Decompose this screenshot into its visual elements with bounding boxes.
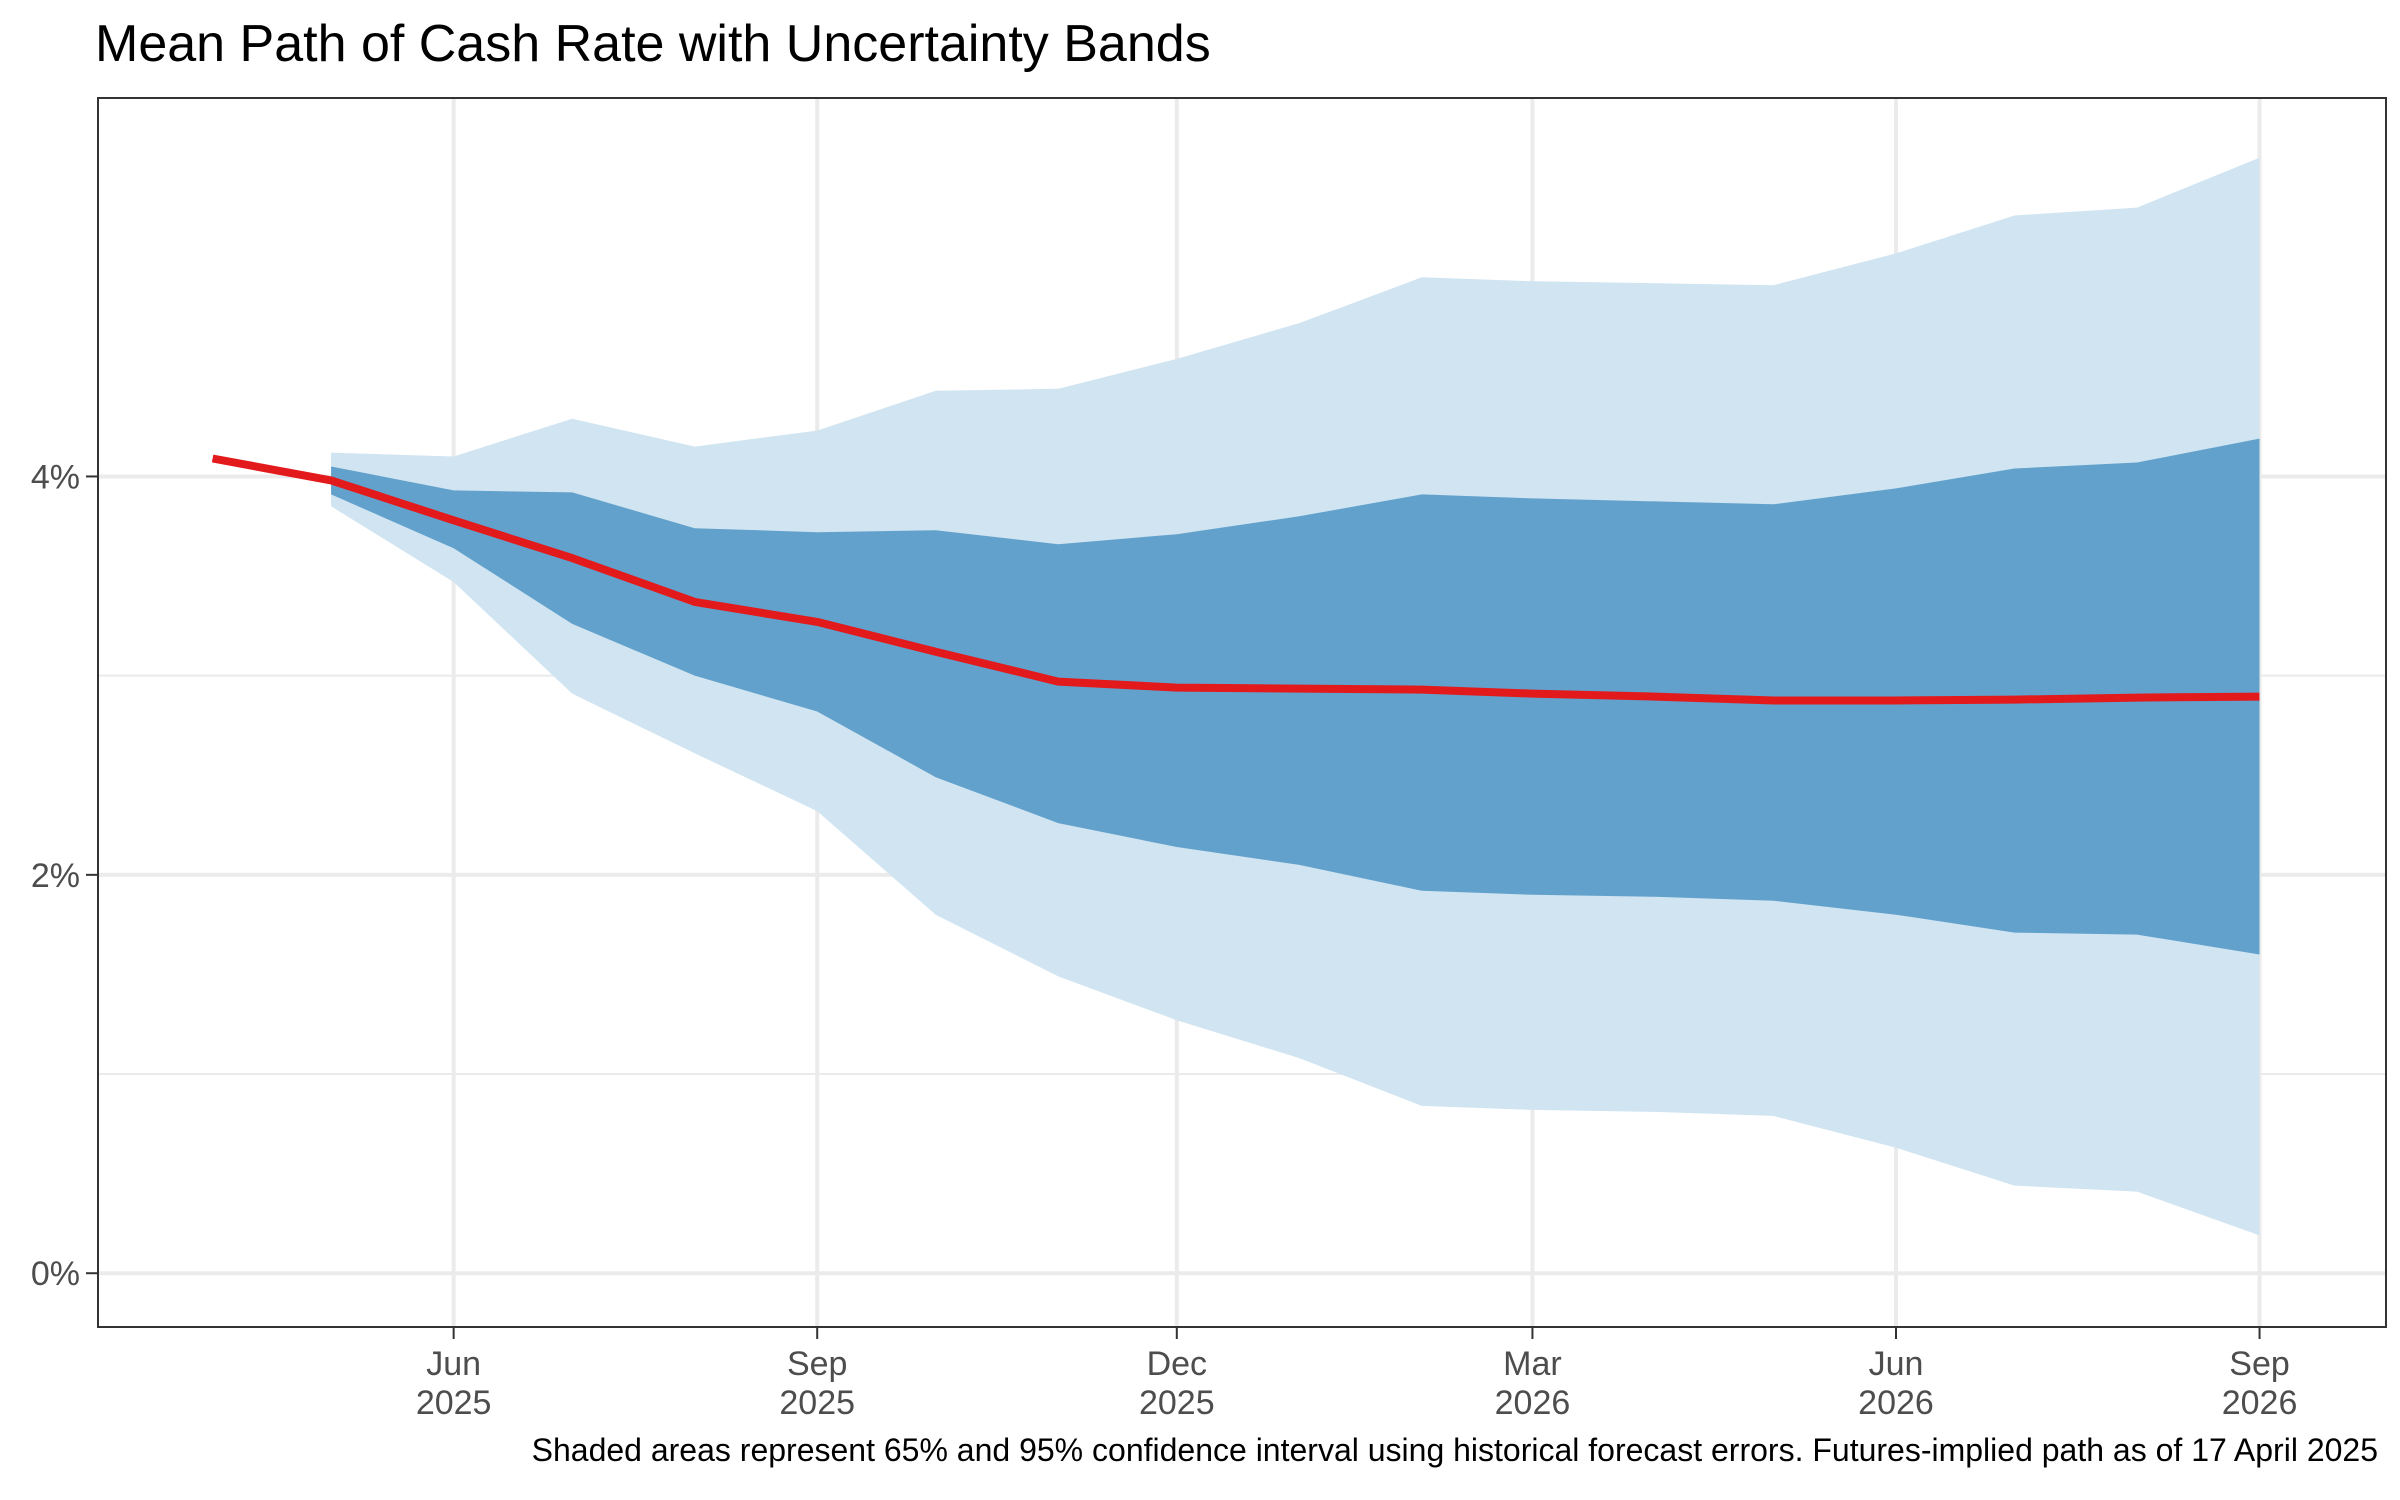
band-65-layer [331,438,2260,955]
x-tick-label: Sep [787,1345,848,1383]
mean-path-line [211,454,2260,705]
y-tick-label: 4% [31,458,80,496]
x-tick-label: 2025 [1139,1384,1215,1422]
chart-caption: Shaded areas represent 65% and 95% confi… [531,1432,2378,1468]
band-65-area [331,438,2260,955]
x-tick-label: Jun [1869,1345,1924,1383]
x-tick-label: Sep [2229,1345,2290,1383]
mean-line-layer [211,454,2260,705]
x-tick-label: 2026 [2222,1384,2298,1422]
x-tick-label: Dec [1147,1345,1207,1383]
x-tick-label: 2025 [779,1384,855,1422]
x-tick-label: 2025 [416,1384,492,1422]
y-tick-label: 0% [31,1255,80,1293]
chart-title: Mean Path of Cash Rate with Uncertainty … [95,15,1211,73]
panel-border [97,97,2387,1328]
y-tick-label: 2% [31,857,80,895]
axes: 0%2%4%Jun2025Sep2025Dec2025Mar2026Jun202… [31,458,2298,1422]
x-tick-label: 2026 [1858,1384,1934,1422]
x-tick-label: 2026 [1495,1384,1571,1422]
x-tick-label: Jun [426,1345,481,1383]
x-tick-label: Mar [1503,1345,1562,1383]
